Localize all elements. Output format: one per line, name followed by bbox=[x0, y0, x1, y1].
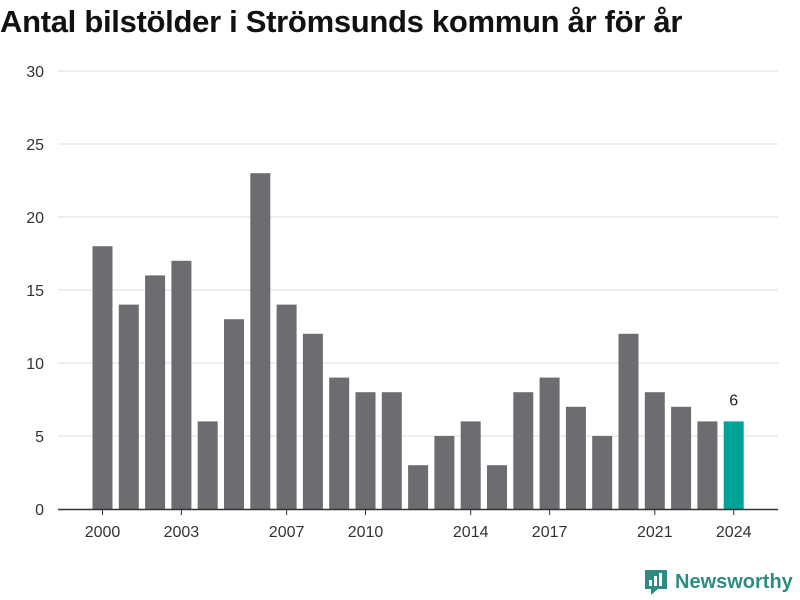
bar bbox=[671, 406, 692, 509]
bar bbox=[381, 392, 402, 509]
highlighted-bar bbox=[723, 421, 744, 509]
chart-title: Antal bilstölder i Strömsunds kommun år … bbox=[0, 4, 683, 39]
bar bbox=[513, 392, 534, 509]
bar bbox=[618, 333, 639, 509]
bar bbox=[171, 260, 192, 509]
bar bbox=[302, 333, 323, 509]
bar bbox=[408, 465, 429, 509]
y-tick-label: 30 bbox=[26, 64, 44, 81]
x-tick-label: 2024 bbox=[716, 524, 752, 541]
x-tick-label: 2014 bbox=[453, 524, 489, 541]
bar bbox=[460, 421, 481, 509]
bar bbox=[92, 246, 113, 509]
bar bbox=[355, 392, 376, 509]
y-tick-label: 15 bbox=[26, 283, 44, 300]
bar bbox=[539, 377, 560, 509]
brand-name: Newsworthy bbox=[675, 570, 793, 593]
bar bbox=[329, 377, 350, 509]
bar bbox=[565, 406, 586, 509]
bar-chart: 0 5 10 15 20 25 30 6 2000 2003 2007 2010 2014 2017 202… bbox=[26, 64, 778, 541]
bar bbox=[487, 465, 507, 509]
y-tick-label: 10 bbox=[26, 356, 44, 373]
y-tick-label: 5 bbox=[35, 429, 44, 446]
x-tick-label: 2010 bbox=[348, 524, 384, 541]
brand: Newsworthy bbox=[644, 568, 793, 596]
bar bbox=[276, 304, 297, 509]
x-tick-label: 2007 bbox=[269, 524, 305, 541]
x-tick-label: 2000 bbox=[85, 524, 121, 541]
x-tick-label: 2021 bbox=[637, 524, 673, 541]
bar bbox=[145, 275, 166, 509]
bar bbox=[644, 392, 665, 509]
bar bbox=[697, 421, 718, 509]
bar bbox=[118, 304, 139, 509]
y-tick-label: 20 bbox=[26, 210, 44, 227]
y-tick-label: 0 bbox=[35, 502, 44, 519]
x-tick-label: 2017 bbox=[532, 524, 568, 541]
newsworthy-logo-icon bbox=[645, 570, 667, 595]
bar bbox=[592, 436, 613, 509]
bar bbox=[224, 319, 244, 509]
bar bbox=[434, 436, 455, 509]
data-label: 6 bbox=[729, 392, 738, 409]
bar bbox=[250, 173, 271, 509]
y-tick-label: 25 bbox=[26, 137, 44, 154]
bar bbox=[197, 421, 218, 509]
x-tick-label: 2003 bbox=[164, 524, 200, 541]
